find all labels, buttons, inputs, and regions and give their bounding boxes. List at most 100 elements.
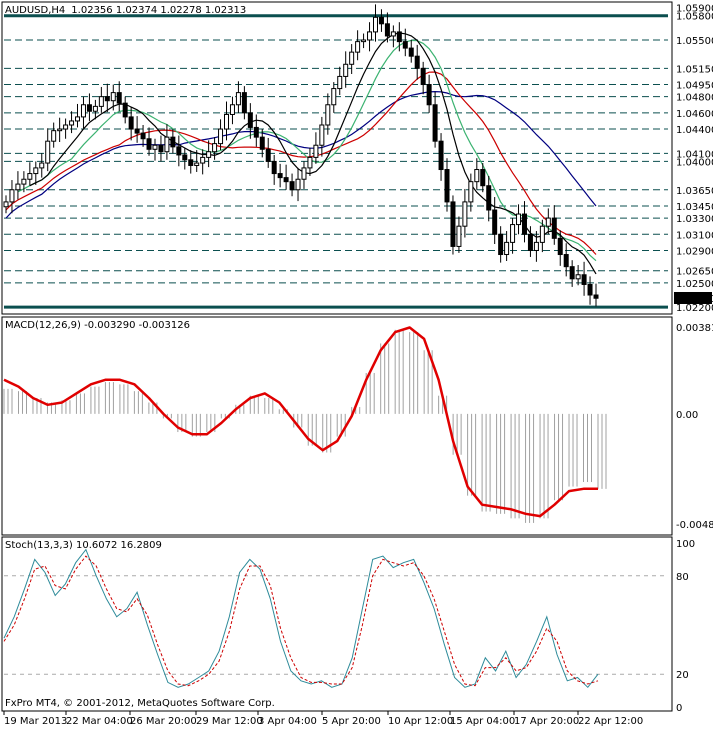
candle-body — [188, 159, 194, 166]
price-tick-label: 1.03650 — [676, 186, 713, 197]
ma-green-line — [17, 39, 597, 262]
candle-body — [116, 92, 122, 104]
candle-body — [194, 162, 200, 166]
candle-body — [128, 116, 134, 130]
candle-body — [438, 140, 444, 171]
candle-body — [516, 213, 522, 226]
candle-body — [390, 31, 396, 37]
stoch-pane-frame — [1, 536, 673, 712]
candle-body — [378, 16, 384, 25]
candle-body — [486, 185, 492, 211]
candle-body — [164, 136, 170, 153]
candle-body — [402, 41, 408, 49]
candle-body — [152, 144, 158, 150]
candle-body — [545, 217, 551, 227]
candle-body — [539, 225, 545, 243]
candle-body — [325, 104, 331, 126]
stoch-tick-label: 80 — [676, 572, 689, 583]
candle-body — [480, 169, 486, 187]
stoch-signal-line — [3, 555, 599, 687]
candle-body — [265, 148, 271, 162]
price-tick-label: 1.04000 — [676, 157, 713, 168]
price-tick-label: 1.02500 — [676, 279, 713, 290]
candle-body — [182, 154, 188, 161]
candle-body — [140, 132, 146, 140]
candle-body — [146, 138, 152, 150]
candle-body — [462, 201, 468, 227]
time-tick-label: 22 Mar 04:00 — [66, 716, 133, 727]
candle-body — [337, 75, 343, 90]
candle-body — [98, 96, 104, 107]
candle-body — [75, 116, 81, 122]
price-tick-label: 1.03450 — [676, 202, 713, 213]
candle-body — [521, 213, 527, 235]
price-pane-frame — [1, 1, 673, 315]
candle-body — [569, 266, 575, 280]
price-tick-label: 1.04100 — [676, 149, 713, 160]
candle-body — [229, 104, 235, 115]
candle-body — [158, 144, 164, 153]
candle-body — [504, 241, 510, 256]
candle-body — [527, 233, 533, 251]
price-tick-label: 1.03100 — [676, 230, 713, 241]
candle-body — [343, 63, 349, 77]
candle-body — [301, 167, 307, 180]
candle-body — [176, 146, 182, 156]
candle-body — [218, 128, 224, 145]
candle-body — [396, 31, 402, 43]
candle-body — [104, 96, 110, 102]
stoch-tick-label: 0 — [676, 703, 682, 714]
macd-tick-label: -0.00484 — [676, 520, 713, 531]
candle-body — [33, 167, 39, 175]
candle-body — [587, 283, 593, 296]
candle-body — [384, 23, 390, 37]
candle-body — [414, 55, 420, 69]
candle-body — [581, 274, 587, 285]
macd-tick-label: 0.00 — [676, 410, 698, 421]
candle-body — [92, 105, 98, 112]
candle-body — [27, 173, 33, 180]
macd-pane-frame — [1, 316, 673, 536]
price-tick-label: 1.04400 — [676, 125, 713, 136]
time-tick-label: 3 Apr 04:00 — [258, 716, 317, 727]
chart-header: AUDUSD,H4 1.02356 1.02374 1.02278 1.02313 — [5, 5, 246, 16]
ma-red-line — [5, 71, 597, 255]
candle-body — [134, 128, 140, 134]
candle-body — [319, 124, 325, 146]
time-tick-label: 15 Apr 04:00 — [450, 716, 515, 727]
candle-body — [444, 169, 450, 203]
candle-body — [277, 173, 283, 179]
candle-body — [355, 41, 361, 53]
candle-body — [349, 51, 355, 65]
price-tick-label: 1.03300 — [676, 214, 713, 225]
candle-body — [80, 104, 86, 118]
candle-body — [39, 162, 45, 169]
time-tick-label: 29 Mar 12:00 — [196, 716, 263, 727]
price-axis: 1.059001.05800 1.05500 1.05150 1.049501.048… — [674, 4, 713, 314]
candle-body — [557, 237, 563, 256]
candle-body — [361, 39, 367, 43]
candle-body — [200, 156, 206, 164]
price-tick-label: 1.04800 — [676, 93, 713, 104]
candle-body — [212, 143, 218, 153]
candle-body — [283, 177, 289, 183]
ma-blue-line — [5, 90, 597, 219]
current-price-box — [674, 291, 712, 304]
price-tick-label: 1.02313 — [676, 294, 713, 305]
candle-body — [492, 209, 498, 235]
candle-body — [432, 104, 438, 142]
candle-body — [295, 178, 301, 191]
candle-body — [426, 84, 432, 106]
candle-body — [253, 126, 259, 138]
candle-body — [367, 31, 373, 41]
time-tick-label: 10 Apr 12:00 — [388, 716, 453, 727]
time-tick-label: 26 Mar 20:00 — [130, 716, 197, 727]
candle-body — [313, 144, 319, 158]
candle-body — [510, 224, 516, 243]
candle-body — [420, 67, 426, 86]
candle-body — [51, 130, 57, 142]
moving-averages — [5, 32, 597, 275]
candle-body — [69, 120, 75, 126]
